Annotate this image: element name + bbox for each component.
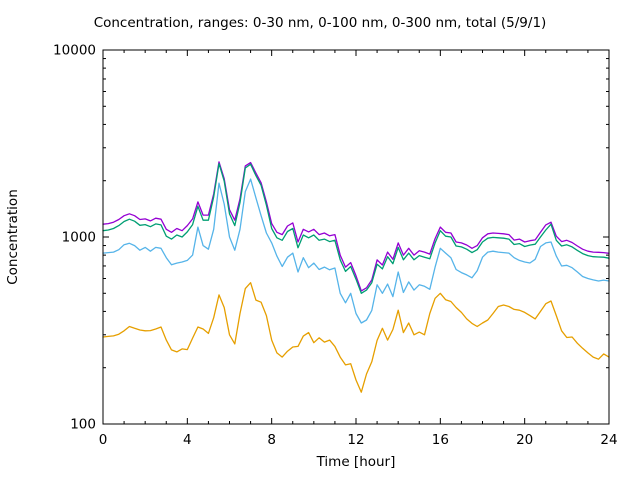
y-axis-label: Concentration: [5, 189, 21, 285]
series-line-0-30-nm: [102, 282, 610, 393]
chart-title: Concentration, ranges: 0-30 nm, 0-100 nm…: [94, 15, 547, 31]
series-line-0-100-nm: [102, 178, 610, 324]
x-axis-label: Time [hour]: [316, 454, 396, 470]
x-tick-label: 20: [516, 432, 533, 448]
x-tick-label: 8: [267, 432, 276, 448]
axis-tick-labels: 0 4 8 12 16 20 24 100 1000 10000: [53, 43, 618, 449]
y-tick-label: 1000: [62, 230, 96, 246]
x-tick-label: 24: [600, 432, 617, 448]
series-line-total: [102, 161, 610, 292]
x-tick-label: 4: [183, 432, 192, 448]
y-tick-label: 10000: [53, 43, 96, 59]
plot-border: [102, 49, 610, 425]
x-tick-label: 0: [99, 432, 108, 448]
axis-ticks: [102, 49, 610, 425]
series-line-0-300-nm: [102, 162, 610, 294]
y-tick-label: 100: [70, 417, 96, 433]
x-tick-label: 16: [432, 432, 449, 448]
series-group: [102, 161, 610, 393]
x-tick-label: 12: [347, 432, 364, 448]
